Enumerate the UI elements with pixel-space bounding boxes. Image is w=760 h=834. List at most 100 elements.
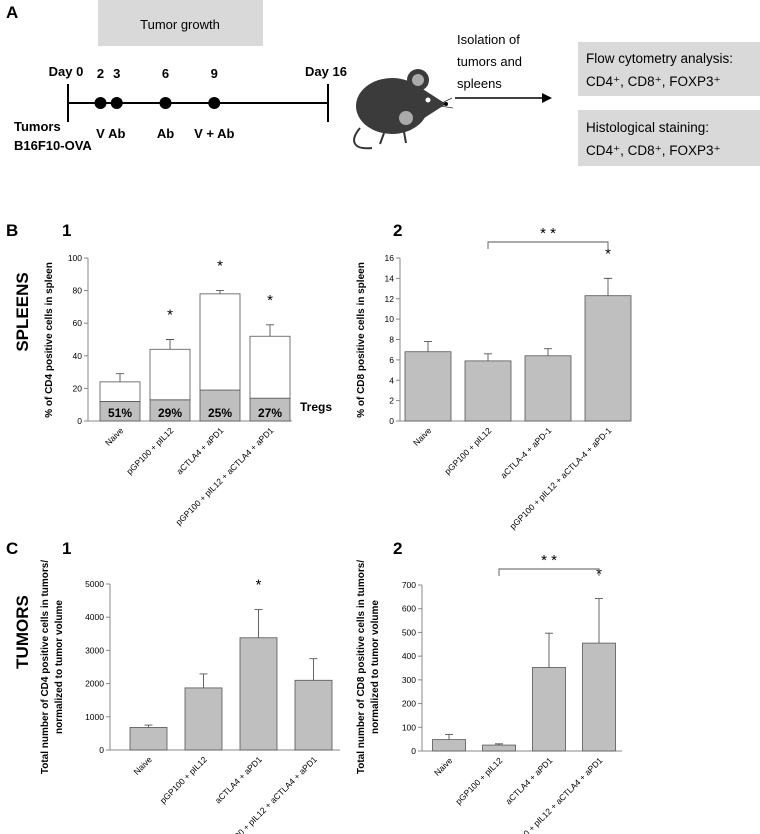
error-bar <box>216 290 224 294</box>
error-bar <box>495 743 503 746</box>
x-tick-label: aCTLA-4 + aPD-1 <box>498 425 553 480</box>
timeline-label: Day 0 <box>49 64 84 79</box>
x-tick-label: aCTLA4 + aPD1 <box>213 754 264 805</box>
isolation-text: spleens <box>457 76 502 91</box>
y-tick-label: 0 <box>77 416 82 426</box>
bar <box>432 739 466 752</box>
bar-label: 51% <box>108 406 132 420</box>
analysis-text: Flow cytometry analysis: <box>586 51 733 66</box>
tumor-label: Tumors <box>14 119 61 134</box>
bar <box>249 335 291 399</box>
event-day: 2 <box>97 66 104 81</box>
row-label: SPLEENS <box>13 272 32 351</box>
x-tick-label: Naive <box>131 754 154 777</box>
x-tick-label: pGP100 + pIL12 + aCTLA-4 + aPD-1 <box>508 425 614 531</box>
growth-label: Tumor growth <box>140 17 220 32</box>
y-tick-label: 0 <box>99 745 104 755</box>
y-tick-label: 4 <box>389 375 394 385</box>
panel-label: C <box>6 539 18 558</box>
error-bar <box>595 598 603 644</box>
bar <box>184 687 223 751</box>
y-tick-label: 400 <box>402 651 416 661</box>
timeline-label: Day 16 <box>305 64 347 79</box>
x-tick-label: aCTLA4 + aPD1 <box>503 755 554 806</box>
event-dot <box>208 97 221 109</box>
bar <box>524 355 572 422</box>
bar-label: 27% <box>258 406 282 420</box>
y-tick-label: 0 <box>389 416 394 426</box>
y-tick-label: 8 <box>389 335 394 345</box>
y-axis-label: Total number of CD8 positive cells in tu… <box>356 560 367 775</box>
legend-label: Tregs <box>300 400 332 414</box>
x-tick-label: pGP100 + pIL12 <box>453 755 504 806</box>
row-label: TUMORS <box>13 595 32 669</box>
y-tick-label: 16 <box>385 253 395 263</box>
analysis-box <box>578 110 760 166</box>
event-treatment: V <box>96 126 105 141</box>
y-tick-label: 6 <box>389 355 394 365</box>
y-tick-label: 1000 <box>85 712 104 722</box>
y-tick-label: 100 <box>402 722 416 732</box>
bar-label: 29% <box>158 406 182 420</box>
event-dot <box>110 97 123 109</box>
growth-box <box>98 0 263 46</box>
y-tick-label: 4000 <box>85 612 104 622</box>
event-dot <box>94 97 107 109</box>
event-day: 3 <box>113 66 120 81</box>
mouse-icon <box>353 69 454 150</box>
y-tick-label: 200 <box>402 699 416 709</box>
isolation-text: tumors and <box>457 54 522 69</box>
x-tick-label: pGP100 + pIL12 + aCTLA4 + aPD1 <box>174 425 276 527</box>
y-tick-label: 600 <box>402 604 416 614</box>
error-bar <box>199 673 208 688</box>
panel-label: 1 <box>62 539 71 558</box>
error-bar <box>424 341 432 352</box>
x-tick-label: Naive <box>103 425 126 448</box>
y-tick-label: 100 <box>68 253 82 263</box>
bar <box>464 360 512 422</box>
error-bar <box>484 353 492 361</box>
error-bar <box>116 373 124 382</box>
bar-label: 25% <box>208 406 232 420</box>
panel-label: B <box>6 221 18 240</box>
bar <box>199 293 241 391</box>
y-tick-label: 3000 <box>85 645 104 655</box>
bar <box>532 667 566 752</box>
event-treatment: Ab <box>157 126 174 141</box>
isolation-text: Isolation of <box>457 32 520 47</box>
panel-label: 2 <box>393 221 402 240</box>
x-tick-label: pGP100 + pIL12 + aCTLA4 + aPD1 <box>217 754 319 834</box>
significance-marker: * <box>167 307 173 324</box>
analysis-text: CD4⁺, CD8⁺, FOXP3⁺ <box>586 143 721 158</box>
bar <box>584 295 632 422</box>
y-tick-label: 10 <box>385 314 395 324</box>
bracket-label: * * <box>540 225 556 242</box>
arrow-head <box>542 93 552 103</box>
bar <box>294 679 333 751</box>
y-tick-label: 0 <box>411 746 416 756</box>
bar <box>239 637 278 751</box>
bar <box>404 351 452 422</box>
y-tick-label: 12 <box>385 294 395 304</box>
y-axis-label: normalized to tumor volume <box>370 600 381 734</box>
y-tick-label: 14 <box>385 273 395 283</box>
x-tick-label: pGP100 + pIL12 <box>442 425 493 476</box>
error-bar <box>544 348 552 356</box>
bracket <box>487 241 609 249</box>
x-tick-label: aCTLA4 + aPD1 <box>174 425 225 476</box>
error-bar <box>266 324 274 337</box>
panel-label: 2 <box>393 539 402 558</box>
panel-label: 1 <box>62 221 71 240</box>
x-tick-label: pGP100 + pIL12 <box>158 754 209 805</box>
error-bar <box>254 609 263 638</box>
error-bar <box>166 339 174 350</box>
x-tick-label: pGP100 + pIL12 <box>124 425 175 476</box>
panel-label: A <box>6 3 18 22</box>
y-tick-label: 500 <box>402 627 416 637</box>
bracket <box>498 568 600 576</box>
y-tick-label: 20 <box>73 383 83 393</box>
event-dot <box>159 97 172 109</box>
y-tick-label: 700 <box>402 580 416 590</box>
y-axis-label: normalized to tumor volume <box>54 600 65 734</box>
